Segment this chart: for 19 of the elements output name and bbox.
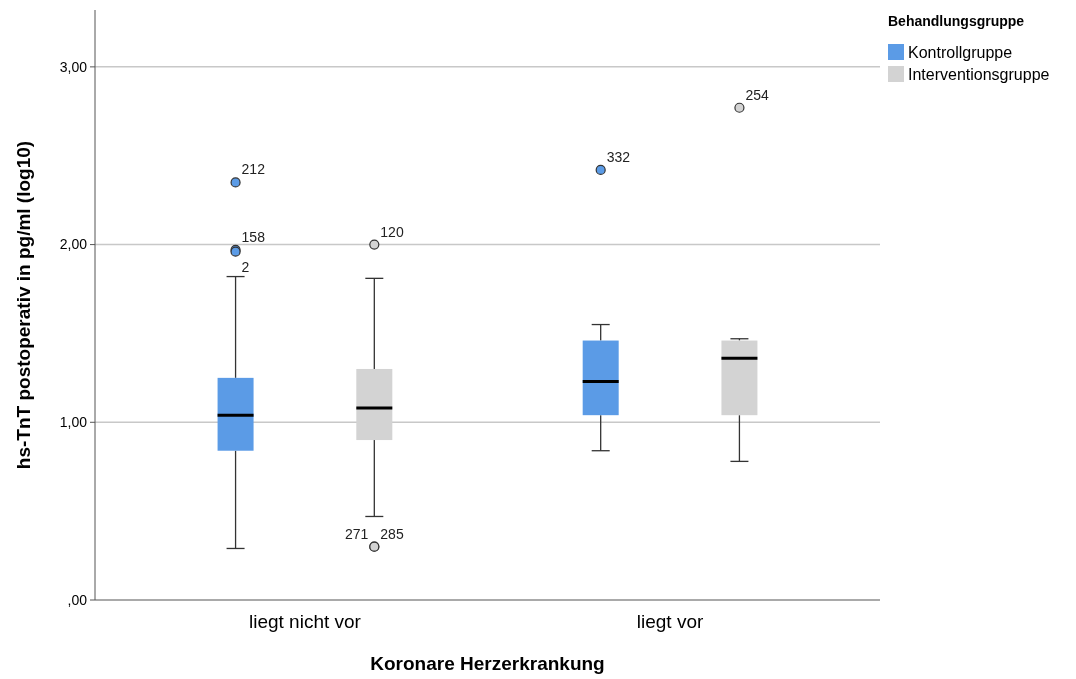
annotation: 2 bbox=[241, 258, 250, 275]
annotation: 271 bbox=[344, 525, 369, 542]
x-tick-label: liegt nicht vor bbox=[248, 611, 362, 632]
x-tick-label: liegt vor bbox=[636, 611, 704, 632]
y-tick-label: ,00 bbox=[67, 591, 88, 608]
x-axis-title: Koronare Herzerkrankung bbox=[370, 653, 605, 674]
y-tick-label: 2,00 bbox=[59, 236, 88, 253]
y-tick-label: 1,00 bbox=[59, 414, 88, 431]
y-tick-label: 3,00 bbox=[59, 58, 88, 75]
annotation: 332 bbox=[606, 148, 631, 165]
legend-label: Kontrollgruppe bbox=[908, 43, 1013, 61]
annotation: 212 bbox=[241, 161, 266, 178]
y-axis-title: hs-TnT postoperativ in pg/ml (log10) bbox=[13, 140, 34, 470]
annotation: 285 bbox=[380, 525, 404, 542]
legend-label: Interventionsgruppe bbox=[908, 65, 1050, 83]
legend-title: Behandlungsgruppe bbox=[888, 13, 1025, 29]
annotation: 120 bbox=[380, 223, 404, 240]
annotation: 254 bbox=[745, 86, 769, 103]
annotation: 158 bbox=[241, 228, 266, 245]
